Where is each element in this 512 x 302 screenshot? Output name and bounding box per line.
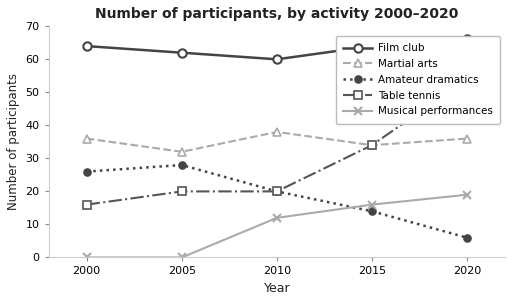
X-axis label: Year: Year	[264, 282, 290, 295]
Martial arts	[83, 137, 90, 140]
Amateur dramatics	[83, 170, 90, 173]
Table tennis	[274, 190, 280, 193]
Amateur dramatics	[179, 163, 185, 167]
Musical performances	[369, 203, 375, 207]
Amateur dramatics	[369, 209, 375, 213]
Legend: Film club, Martial arts, Amateur dramatics, Table tennis, Musical performances: Film club, Martial arts, Amateur dramati…	[336, 36, 500, 124]
Martial arts	[274, 130, 280, 134]
Table tennis	[83, 203, 90, 207]
Line: Musical performances: Musical performances	[82, 191, 471, 262]
Martial arts	[369, 143, 375, 147]
Line: Film club: Film club	[82, 35, 471, 63]
Musical performances	[83, 256, 90, 259]
Line: Amateur dramatics: Amateur dramatics	[83, 162, 471, 241]
Film club	[369, 44, 375, 48]
Line: Martial arts: Martial arts	[82, 128, 471, 156]
Musical performances	[274, 216, 280, 220]
Martial arts	[464, 137, 470, 140]
Line: Table tennis: Table tennis	[82, 75, 471, 209]
Musical performances	[464, 193, 470, 197]
Table tennis	[464, 77, 470, 81]
Film club	[179, 51, 185, 55]
Amateur dramatics	[274, 190, 280, 193]
Film club	[274, 57, 280, 61]
Film club	[464, 38, 470, 41]
Table tennis	[369, 143, 375, 147]
Table tennis	[179, 190, 185, 193]
Amateur dramatics	[464, 236, 470, 239]
Film club	[83, 44, 90, 48]
Y-axis label: Number of participants: Number of participants	[7, 73, 20, 210]
Title: Number of participants, by activity 2000–2020: Number of participants, by activity 2000…	[95, 7, 459, 21]
Martial arts	[179, 150, 185, 154]
Musical performances	[179, 256, 185, 259]
